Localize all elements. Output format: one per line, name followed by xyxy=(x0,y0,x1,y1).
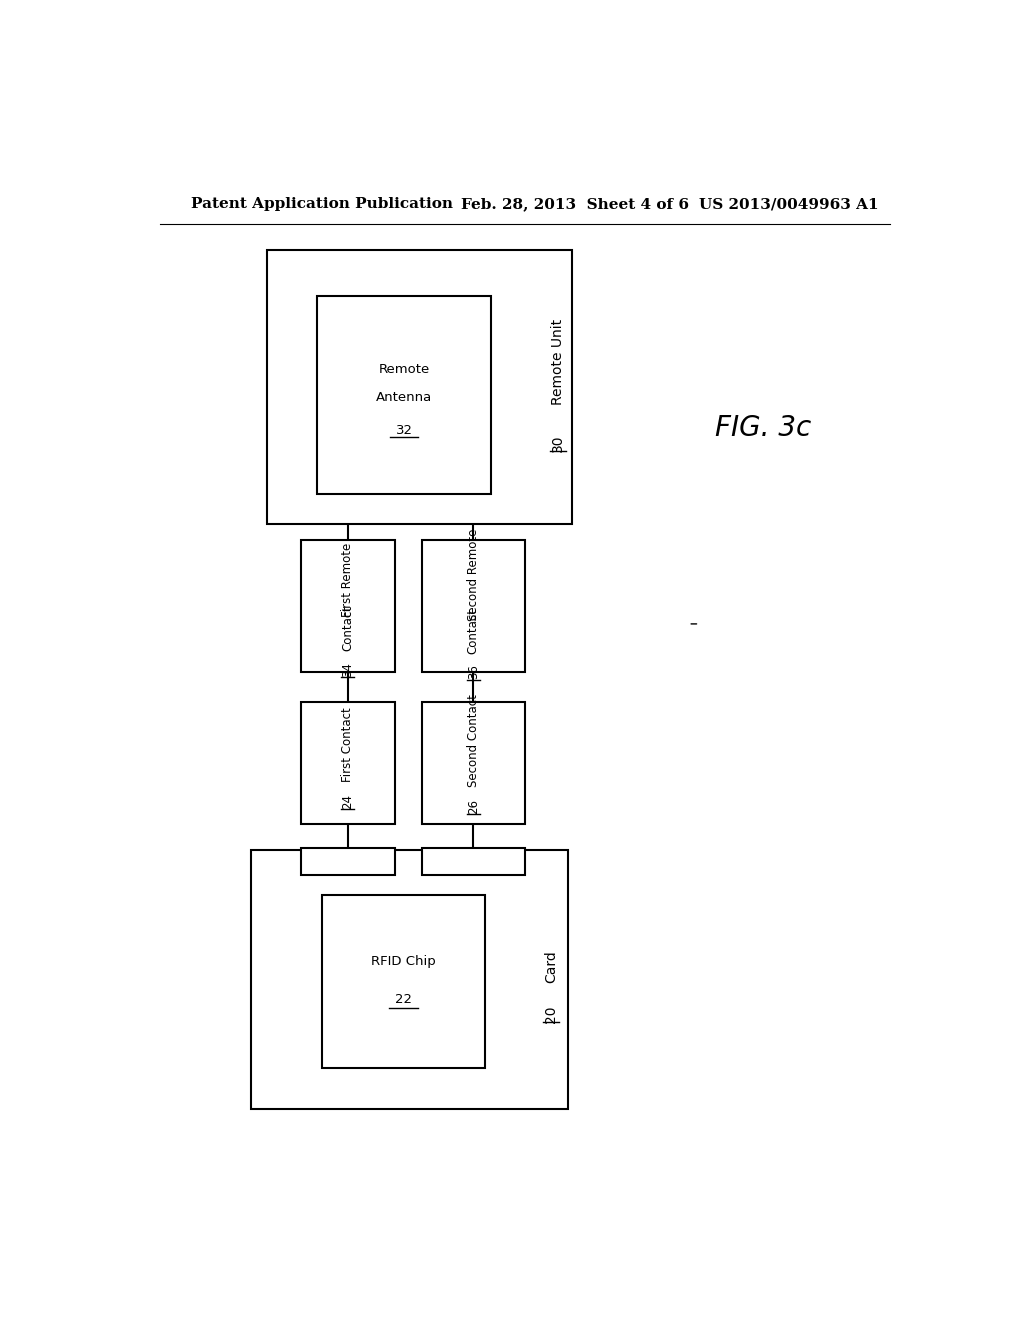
FancyBboxPatch shape xyxy=(301,847,394,875)
FancyBboxPatch shape xyxy=(316,296,492,494)
Text: Antenna: Antenna xyxy=(376,391,432,404)
Text: 24: 24 xyxy=(341,795,354,809)
Text: 22: 22 xyxy=(395,994,413,1006)
FancyBboxPatch shape xyxy=(422,702,524,824)
FancyBboxPatch shape xyxy=(422,540,524,672)
Text: Card: Card xyxy=(544,950,558,983)
FancyBboxPatch shape xyxy=(323,895,485,1068)
FancyBboxPatch shape xyxy=(251,850,568,1109)
Text: Remote Unit: Remote Unit xyxy=(551,318,565,405)
Text: RFID Chip: RFID Chip xyxy=(372,954,436,968)
Text: US 2013/0049963 A1: US 2013/0049963 A1 xyxy=(699,197,879,211)
Text: Second Remote: Second Remote xyxy=(467,529,479,622)
Text: 32: 32 xyxy=(395,424,413,437)
Text: FIG. 3c: FIG. 3c xyxy=(715,413,811,442)
FancyBboxPatch shape xyxy=(301,540,394,672)
Text: 20: 20 xyxy=(544,1006,558,1023)
Text: 26: 26 xyxy=(467,800,479,814)
Text: Second Contact: Second Contact xyxy=(467,694,479,787)
Text: First Remote: First Remote xyxy=(341,543,354,618)
FancyBboxPatch shape xyxy=(422,847,524,875)
Text: 34: 34 xyxy=(341,663,354,677)
FancyBboxPatch shape xyxy=(301,702,394,824)
Text: Contact: Contact xyxy=(467,609,479,653)
Text: Patent Application Publication: Patent Application Publication xyxy=(191,197,454,211)
FancyBboxPatch shape xyxy=(267,249,572,524)
Text: 30: 30 xyxy=(551,434,565,451)
Text: 36: 36 xyxy=(467,664,479,678)
Text: First Contact: First Contact xyxy=(341,708,354,783)
Text: Contact: Contact xyxy=(341,605,354,651)
Text: Remote: Remote xyxy=(379,363,430,376)
Text: Feb. 28, 2013  Sheet 4 of 6: Feb. 28, 2013 Sheet 4 of 6 xyxy=(461,197,689,211)
